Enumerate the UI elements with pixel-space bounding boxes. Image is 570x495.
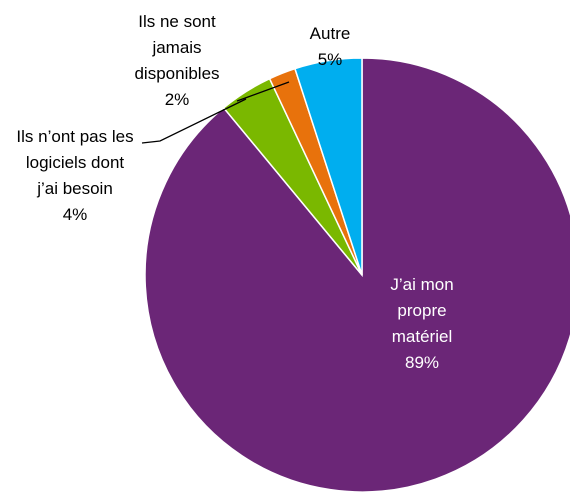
pie-slice xyxy=(144,57,570,493)
slice-label: Ils n’ont pas les logiciels dont j’ai be… xyxy=(15,124,135,228)
category-label: Autre xyxy=(309,24,351,43)
value-label: 2% xyxy=(164,90,190,109)
slice-label: Autre 5% xyxy=(300,21,360,73)
category-label: Ils ne sont jamais disponibles xyxy=(134,12,220,83)
pie-slice xyxy=(293,57,363,276)
leader-line xyxy=(141,98,247,144)
value-label: 5% xyxy=(317,50,343,69)
slice-label: J’ai mon propre matériel 89% xyxy=(372,272,472,376)
slice-label: Ils ne sont jamais disponibles 2% xyxy=(119,9,235,113)
category-label: Ils n’ont pas les logiciels dont j’ai be… xyxy=(16,127,134,198)
value-label: 4% xyxy=(62,205,88,224)
leader-line xyxy=(236,81,290,102)
value-label: 89% xyxy=(404,353,440,372)
category-label: J’ai mon propre matériel xyxy=(390,275,454,346)
